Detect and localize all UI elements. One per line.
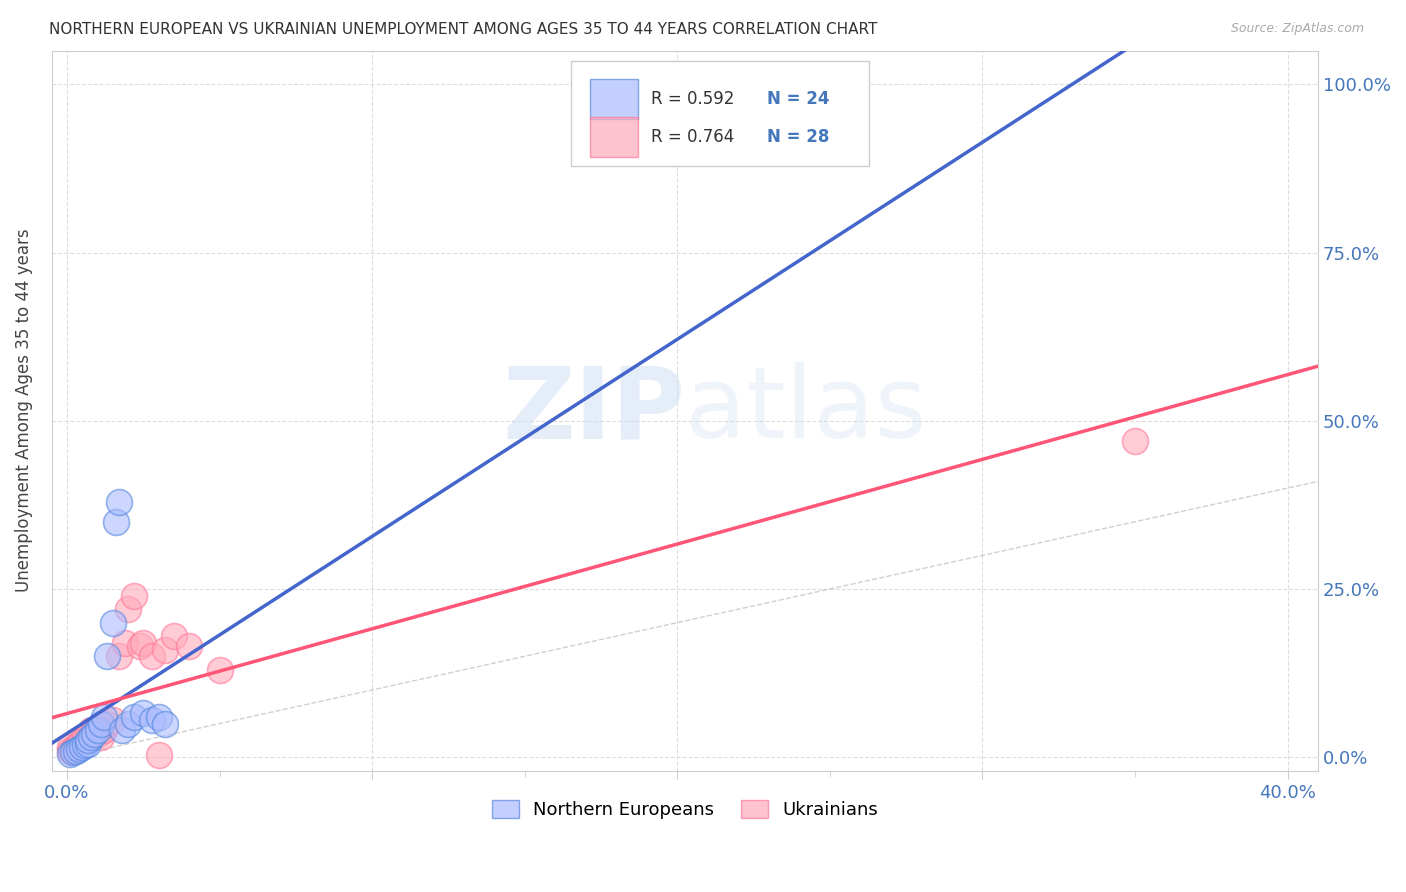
Point	[80, 730, 103, 744]
Point	[75, 738, 97, 752]
Point	[141, 649, 163, 664]
Legend: Northern Europeans, Ukrainians: Northern Europeans, Ukrainians	[484, 793, 886, 827]
Point	[93, 710, 115, 724]
Point	[114, 636, 136, 650]
Point	[72, 740, 94, 755]
Point	[108, 649, 131, 664]
Point	[163, 629, 186, 643]
Point	[86, 727, 108, 741]
Point	[80, 723, 103, 738]
Point	[117, 602, 139, 616]
Point	[101, 615, 124, 630]
Point	[59, 740, 82, 755]
Text: R = 0.592: R = 0.592	[651, 90, 734, 108]
Point	[77, 733, 100, 747]
Point	[111, 723, 134, 738]
Point	[129, 639, 152, 653]
Point	[141, 713, 163, 727]
FancyBboxPatch shape	[591, 117, 638, 156]
Point	[177, 639, 200, 653]
Point	[122, 710, 145, 724]
Point	[104, 515, 127, 529]
Point	[65, 743, 87, 757]
Point	[93, 723, 115, 738]
Point	[117, 716, 139, 731]
Point	[67, 742, 90, 756]
Point	[96, 716, 118, 731]
Point	[75, 730, 97, 744]
Point	[62, 742, 84, 756]
Text: N = 24: N = 24	[768, 90, 830, 108]
Point	[108, 494, 131, 508]
Point	[153, 642, 176, 657]
Text: atlas: atlas	[685, 362, 927, 459]
Text: N = 28: N = 28	[768, 128, 830, 146]
Text: Source: ZipAtlas.com: Source: ZipAtlas.com	[1230, 22, 1364, 36]
Point	[67, 737, 90, 751]
Text: R = 0.764: R = 0.764	[651, 128, 734, 146]
Point	[59, 743, 82, 757]
Point	[65, 740, 87, 755]
Text: NORTHERN EUROPEAN VS UKRAINIAN UNEMPLOYMENT AMONG AGES 35 TO 44 YEARS CORRELATIO: NORTHERN EUROPEAN VS UKRAINIAN UNEMPLOYM…	[49, 22, 877, 37]
Point	[59, 747, 82, 761]
Point	[62, 745, 84, 759]
Point	[86, 723, 108, 738]
Text: ZIP: ZIP	[502, 362, 685, 459]
Point	[148, 748, 170, 763]
Point	[132, 706, 155, 721]
Point	[1123, 434, 1146, 448]
Point	[72, 733, 94, 747]
Point	[77, 737, 100, 751]
Point	[153, 716, 176, 731]
FancyBboxPatch shape	[591, 79, 638, 119]
Point	[83, 727, 105, 741]
Point	[208, 663, 231, 677]
Y-axis label: Unemployment Among Ages 35 to 44 years: Unemployment Among Ages 35 to 44 years	[15, 229, 32, 592]
Point	[122, 589, 145, 603]
Point	[132, 636, 155, 650]
Point	[77, 727, 100, 741]
Point	[96, 649, 118, 664]
Point	[83, 723, 105, 738]
Point	[101, 713, 124, 727]
Point	[148, 710, 170, 724]
FancyBboxPatch shape	[571, 62, 869, 166]
Point	[90, 730, 112, 744]
Point	[90, 716, 112, 731]
